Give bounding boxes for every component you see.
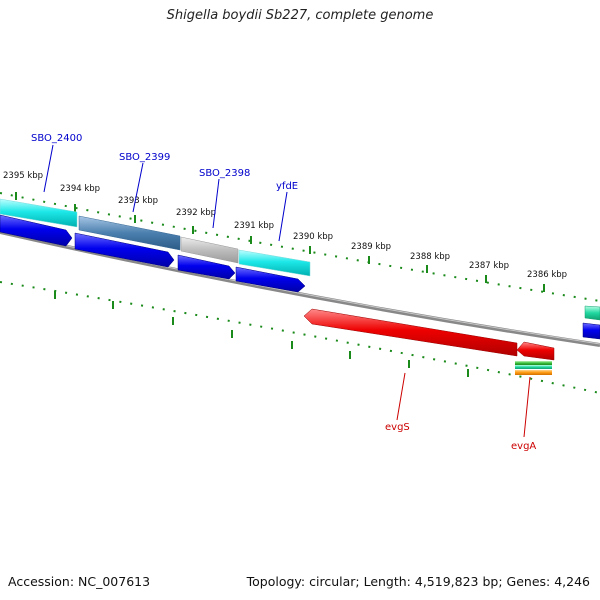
cds-right-edge[interactable] [582, 322, 600, 340]
gene-label-yfdE[interactable]: yfdE [276, 181, 298, 192]
gene-evgA[interactable] [516, 341, 555, 361]
gene-label-sbo2398[interactable]: SBO_2398 [199, 168, 250, 179]
cds-sbo2399[interactable] [74, 232, 175, 268]
cds-sbo2398[interactable] [177, 254, 236, 280]
upper-scale-major-ticks [15, 192, 545, 292]
lower-scale-track [0, 281, 600, 394]
gene-label-sbo2400[interactable]: SBO_2400 [31, 133, 82, 144]
accession-label: Accession: NC_007613 [8, 574, 151, 589]
gene-right-edge-teal[interactable] [584, 305, 600, 321]
lower-scale-major-ticks [54, 291, 469, 377]
scale-label: 2395 kbp [3, 171, 43, 181]
scale-label: 2394 kbp [60, 184, 100, 194]
scale-label: 2389 kbp [351, 242, 391, 252]
gene-label-leaders-top [43, 144, 288, 242]
feature-teal[interactable] [515, 365, 552, 369]
gene-sbo2398[interactable] [180, 236, 239, 264]
gene-evgS[interactable] [303, 308, 518, 357]
scale-labels: 2395 kbp 2394 kbp 2393 kbp 2392 kbp 2391… [3, 171, 567, 280]
gene-label-evgA[interactable]: evgA [511, 441, 536, 452]
gene-label-sbo2399[interactable]: SBO_2399 [119, 152, 170, 163]
scale-label: 2393 kbp [118, 196, 158, 206]
cds-sbo2400[interactable] [0, 214, 73, 247]
feature-green[interactable] [515, 361, 552, 365]
scale-label: 2388 kbp [410, 252, 450, 262]
gene-label-leaders-bottom [396, 372, 531, 438]
cds-yfdE[interactable] [235, 266, 306, 293]
map-title: Shigella boydii Sb227, complete genome [166, 8, 434, 23]
genome-summary: Topology: circular; Length: 4,519,823 bp… [246, 574, 590, 589]
scale-label: 2386 kbp [527, 270, 567, 280]
gene-label-evgS[interactable]: evgS [385, 422, 410, 433]
feature-orange[interactable] [515, 370, 552, 375]
scale-label: 2387 kbp [469, 261, 509, 271]
gene-sbo2400[interactable] [0, 198, 78, 228]
scale-label: 2391 kbp [234, 221, 274, 231]
gene-yfdE[interactable] [238, 249, 311, 277]
scale-label: 2392 kbp [176, 208, 216, 218]
scale-label: 2390 kbp [293, 232, 333, 242]
gene-sbo2399[interactable] [78, 215, 181, 251]
